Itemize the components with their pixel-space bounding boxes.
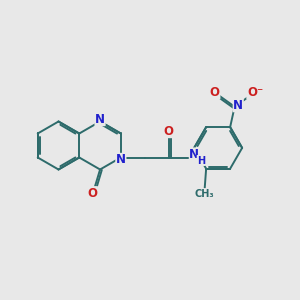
Text: O: O (210, 86, 220, 99)
Text: O: O (87, 187, 98, 200)
Text: N: N (95, 112, 105, 126)
Text: N: N (233, 99, 243, 112)
Text: H: H (197, 155, 205, 166)
Text: O⁻: O⁻ (247, 86, 263, 99)
Text: CH₃: CH₃ (195, 189, 214, 199)
Text: N: N (116, 153, 126, 167)
Text: N: N (189, 148, 200, 161)
Text: O: O (164, 124, 174, 138)
